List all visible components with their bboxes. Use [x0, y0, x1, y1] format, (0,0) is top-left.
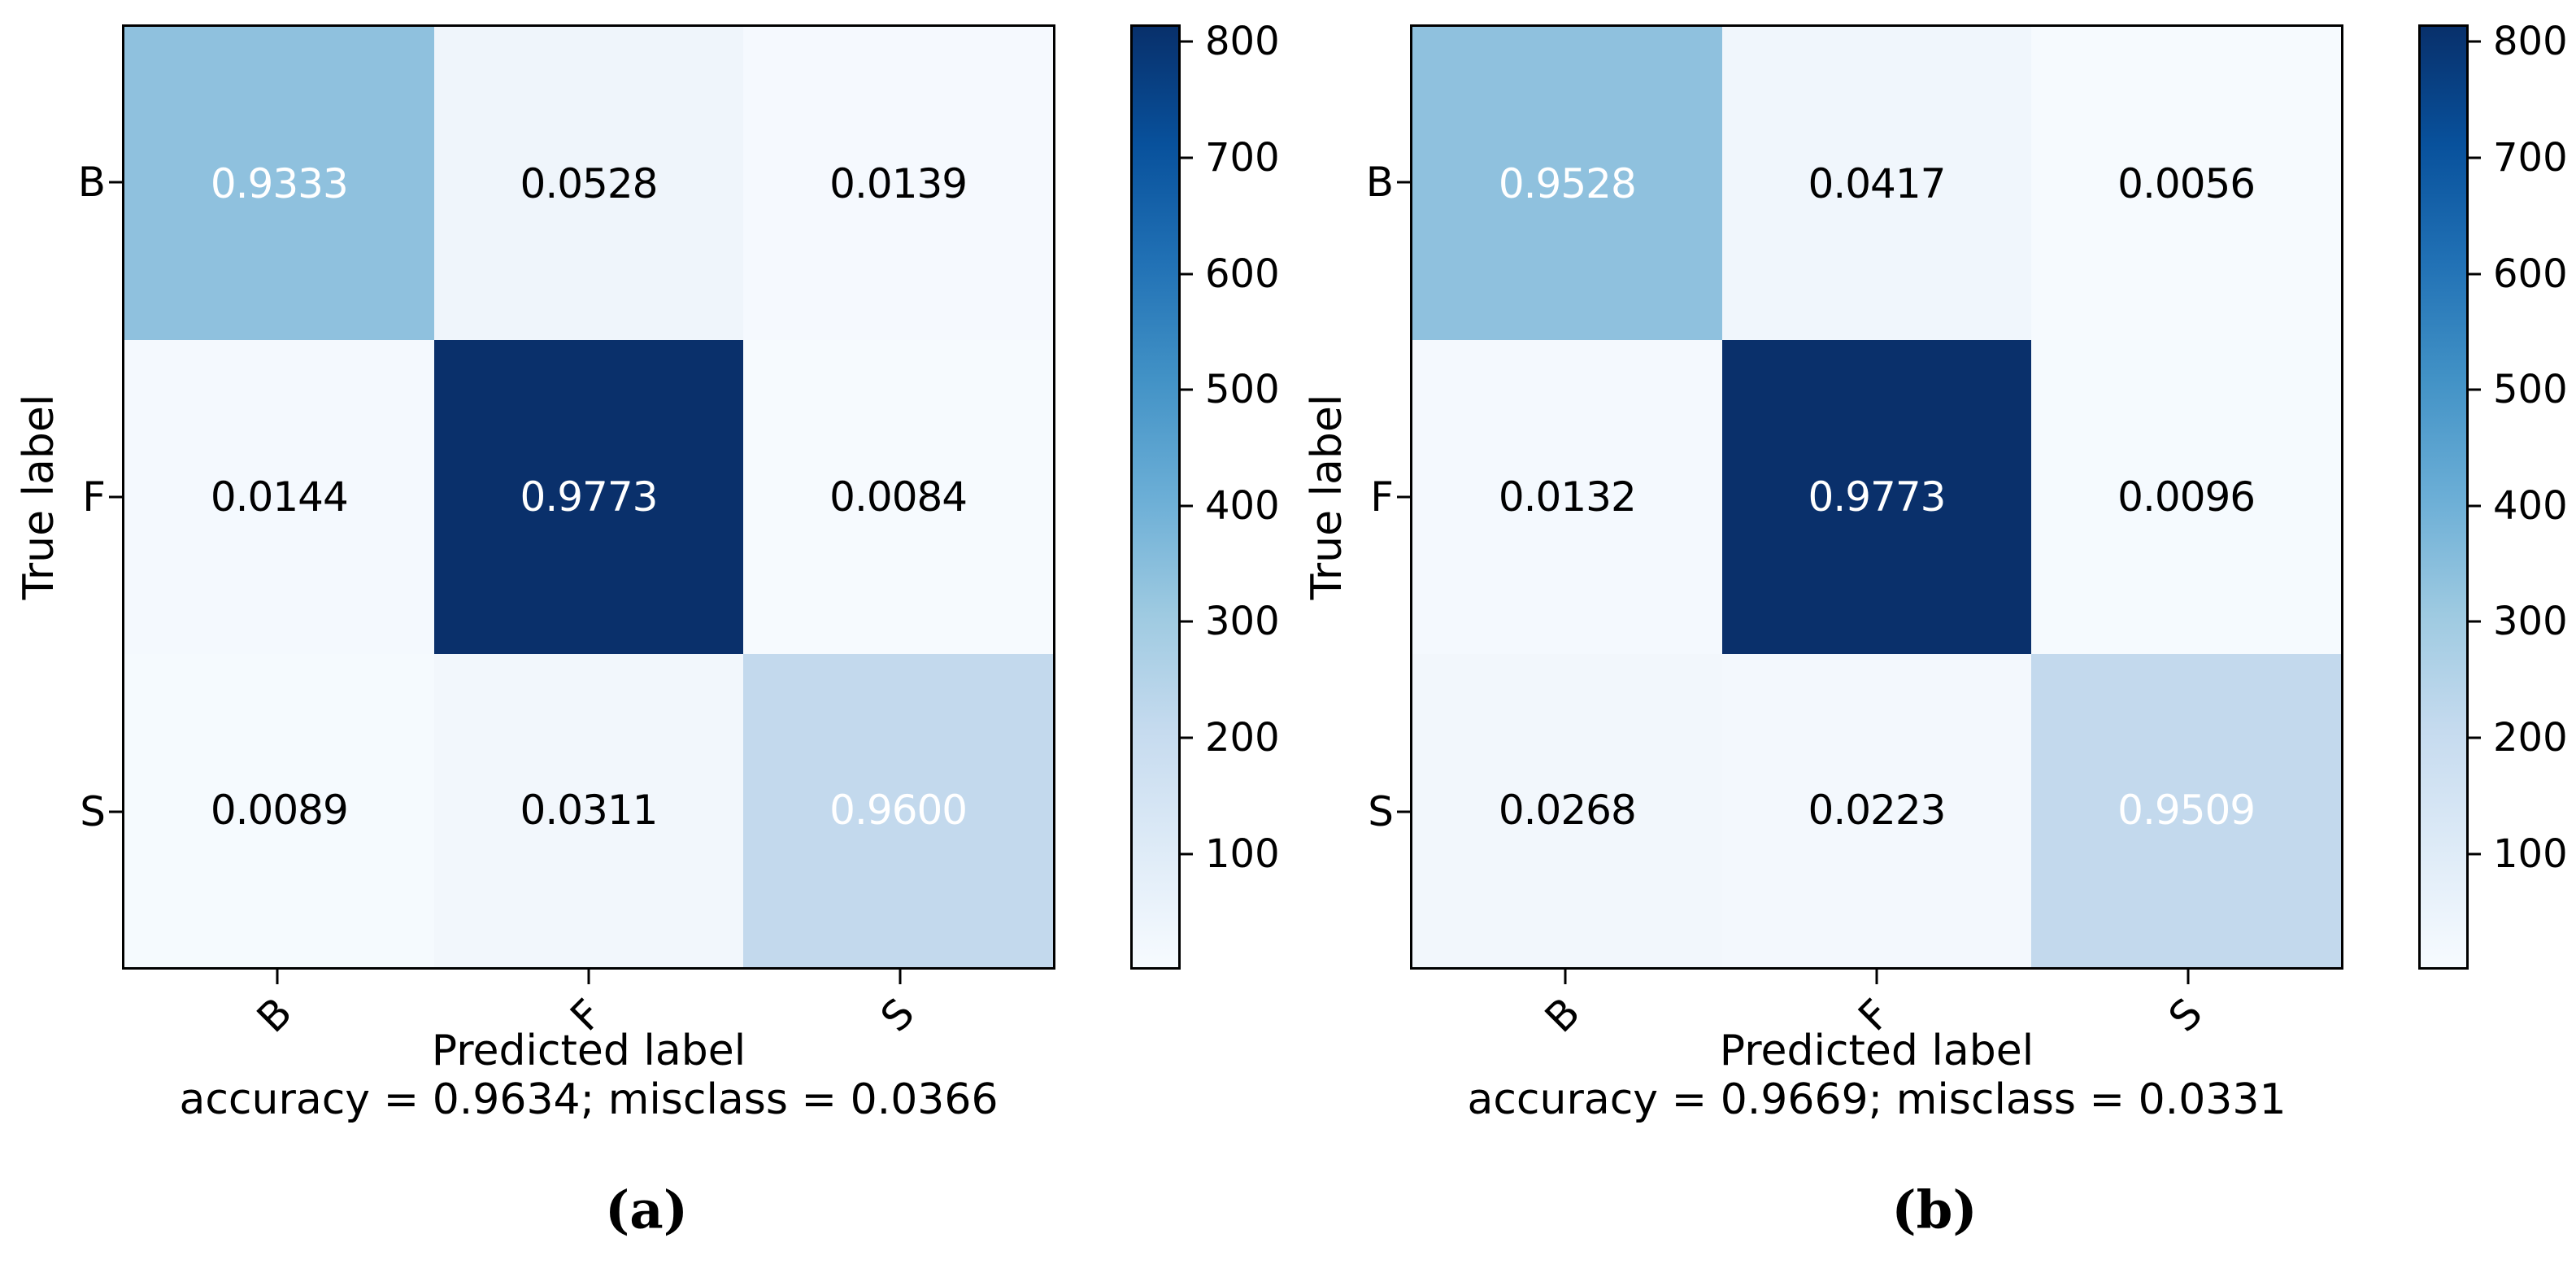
colorbar-tick-label: 200 [2493, 715, 2568, 761]
matrix-cell: 0.0056 [2031, 27, 2341, 341]
colorbar-tick-mark [1181, 388, 1193, 391]
x-tick-mark [587, 970, 590, 984]
colorbar-tick-label: 200 [1205, 715, 1280, 761]
accuracy-annotation: accuracy = 0.9634; misclass = 0.0366 [179, 1075, 999, 1124]
x-tick-mark [899, 970, 902, 984]
colorbar-tick-mark [2469, 156, 2481, 159]
confusion-matrix-panel-b: True label B F S 0.9528 0.0417 0.0056 0.… [1288, 0, 2576, 1273]
y-tick-label-f: F [82, 473, 106, 521]
matrix-cell: 0.0417 [1721, 27, 2032, 341]
matrix-cell: 0.0311 [433, 653, 744, 967]
x-axis-label: Predicted label [1719, 1027, 2034, 1075]
colorbar-tick-mark [1181, 620, 1193, 623]
colorbar-tick-label: 600 [2493, 251, 2568, 297]
colorbar-tick-mark [2469, 40, 2481, 43]
y-tick-mark [1397, 495, 1410, 499]
matrix-cell: 0.0528 [433, 27, 744, 341]
colorbar-tick-mark [1181, 736, 1193, 739]
colorbar-tick-mark [2469, 852, 2481, 856]
matrix-cell: 0.0089 [124, 653, 434, 967]
colorbar-tick-mark [1181, 40, 1193, 43]
y-tick-mark [109, 181, 122, 184]
subfigure-caption: (a) [604, 1179, 689, 1241]
colorbar-tick-label: 700 [1205, 135, 1280, 181]
colorbar-tick-label: 500 [1205, 367, 1280, 412]
colorbar-tick-label: 100 [1205, 831, 1280, 877]
x-tick-label-s: S [2160, 989, 2212, 1041]
colorbar-tick-mark [1181, 156, 1193, 159]
heatmap-grid: 0.9333 0.0528 0.0139 0.0144 0.9773 0.008… [122, 24, 1055, 970]
matrix-cell: 0.9333 [124, 27, 434, 341]
colorbar-tick-label: 700 [2493, 135, 2568, 181]
colorbar-tick-label: 400 [1205, 483, 1280, 529]
x-tick-mark [276, 970, 279, 984]
y-tick-label-s: S [1368, 788, 1394, 835]
colorbar-tick-label: 800 [2493, 19, 2568, 64]
colorbar-tick-mark [2469, 736, 2481, 739]
x-tick-mark [1564, 970, 1567, 984]
subfigure-caption: (b) [1891, 1179, 1978, 1241]
colorbar-tick-label: 500 [2493, 367, 2568, 412]
x-tick-label-b: B [1535, 988, 1590, 1042]
matrix-cell: 0.0268 [1412, 653, 1722, 967]
matrix-cell: 0.0132 [1412, 340, 1722, 654]
colorbar-tick-mark [1181, 272, 1193, 276]
colorbar-gradient [2418, 24, 2469, 970]
colorbar-tick-mark [2469, 272, 2481, 276]
matrix-cell: 0.9773 [433, 340, 744, 654]
matrix-cell: 0.9528 [1412, 27, 1722, 341]
colorbar-tick-label: 800 [1205, 19, 1280, 64]
colorbar-tick-mark [2469, 504, 2481, 508]
y-tick-label-b: B [1365, 159, 1394, 206]
y-tick-label-b: B [77, 159, 106, 206]
matrix-cell: 0.9509 [2031, 653, 2341, 967]
accuracy-annotation: accuracy = 0.9669; misclass = 0.0331 [1467, 1075, 2287, 1124]
y-tick-mark [109, 810, 122, 813]
heatmap-grid: 0.9528 0.0417 0.0056 0.0132 0.9773 0.009… [1410, 24, 2343, 970]
y-tick-label-f: F [1370, 473, 1394, 521]
matrix-cell: 0.0084 [743, 340, 1053, 654]
y-tick-label-s: S [80, 788, 106, 835]
x-tick-label-s: S [872, 989, 924, 1041]
colorbar-tick-mark [2469, 388, 2481, 391]
x-tick-mark [2187, 970, 2190, 984]
matrix-cell: 0.0144 [124, 340, 434, 654]
colorbar-tick-label: 300 [2493, 599, 2568, 644]
colorbar-tick-label: 400 [2493, 483, 2568, 529]
matrix-cell: 0.0223 [1721, 653, 2032, 967]
colorbar-tick-label: 300 [1205, 599, 1280, 644]
y-tick-mark [1397, 810, 1410, 813]
x-tick-mark [1875, 970, 1878, 984]
confusion-matrix-panel-a: True label B F S 0.9333 0.0528 0.0139 0.… [15, 19, 1280, 1241]
x-tick-label-b: B [247, 988, 302, 1042]
matrix-cell: 0.0096 [2031, 340, 2341, 654]
colorbar-tick-mark [2469, 620, 2481, 623]
matrix-cell: 0.9773 [1721, 340, 2032, 654]
y-tick-mark [109, 495, 122, 499]
colorbar-tick-mark [1181, 504, 1193, 508]
colorbar-tick-label: 100 [2493, 831, 2568, 877]
colorbar-gradient [1130, 24, 1181, 970]
x-axis-label: Predicted label [431, 1027, 746, 1075]
matrix-cell: 0.0139 [743, 27, 1053, 341]
colorbar-tick-mark [1181, 852, 1193, 856]
colorbar-tick-label: 600 [1205, 251, 1280, 297]
matrix-cell: 0.9600 [743, 653, 1053, 967]
y-tick-mark [1397, 181, 1410, 184]
